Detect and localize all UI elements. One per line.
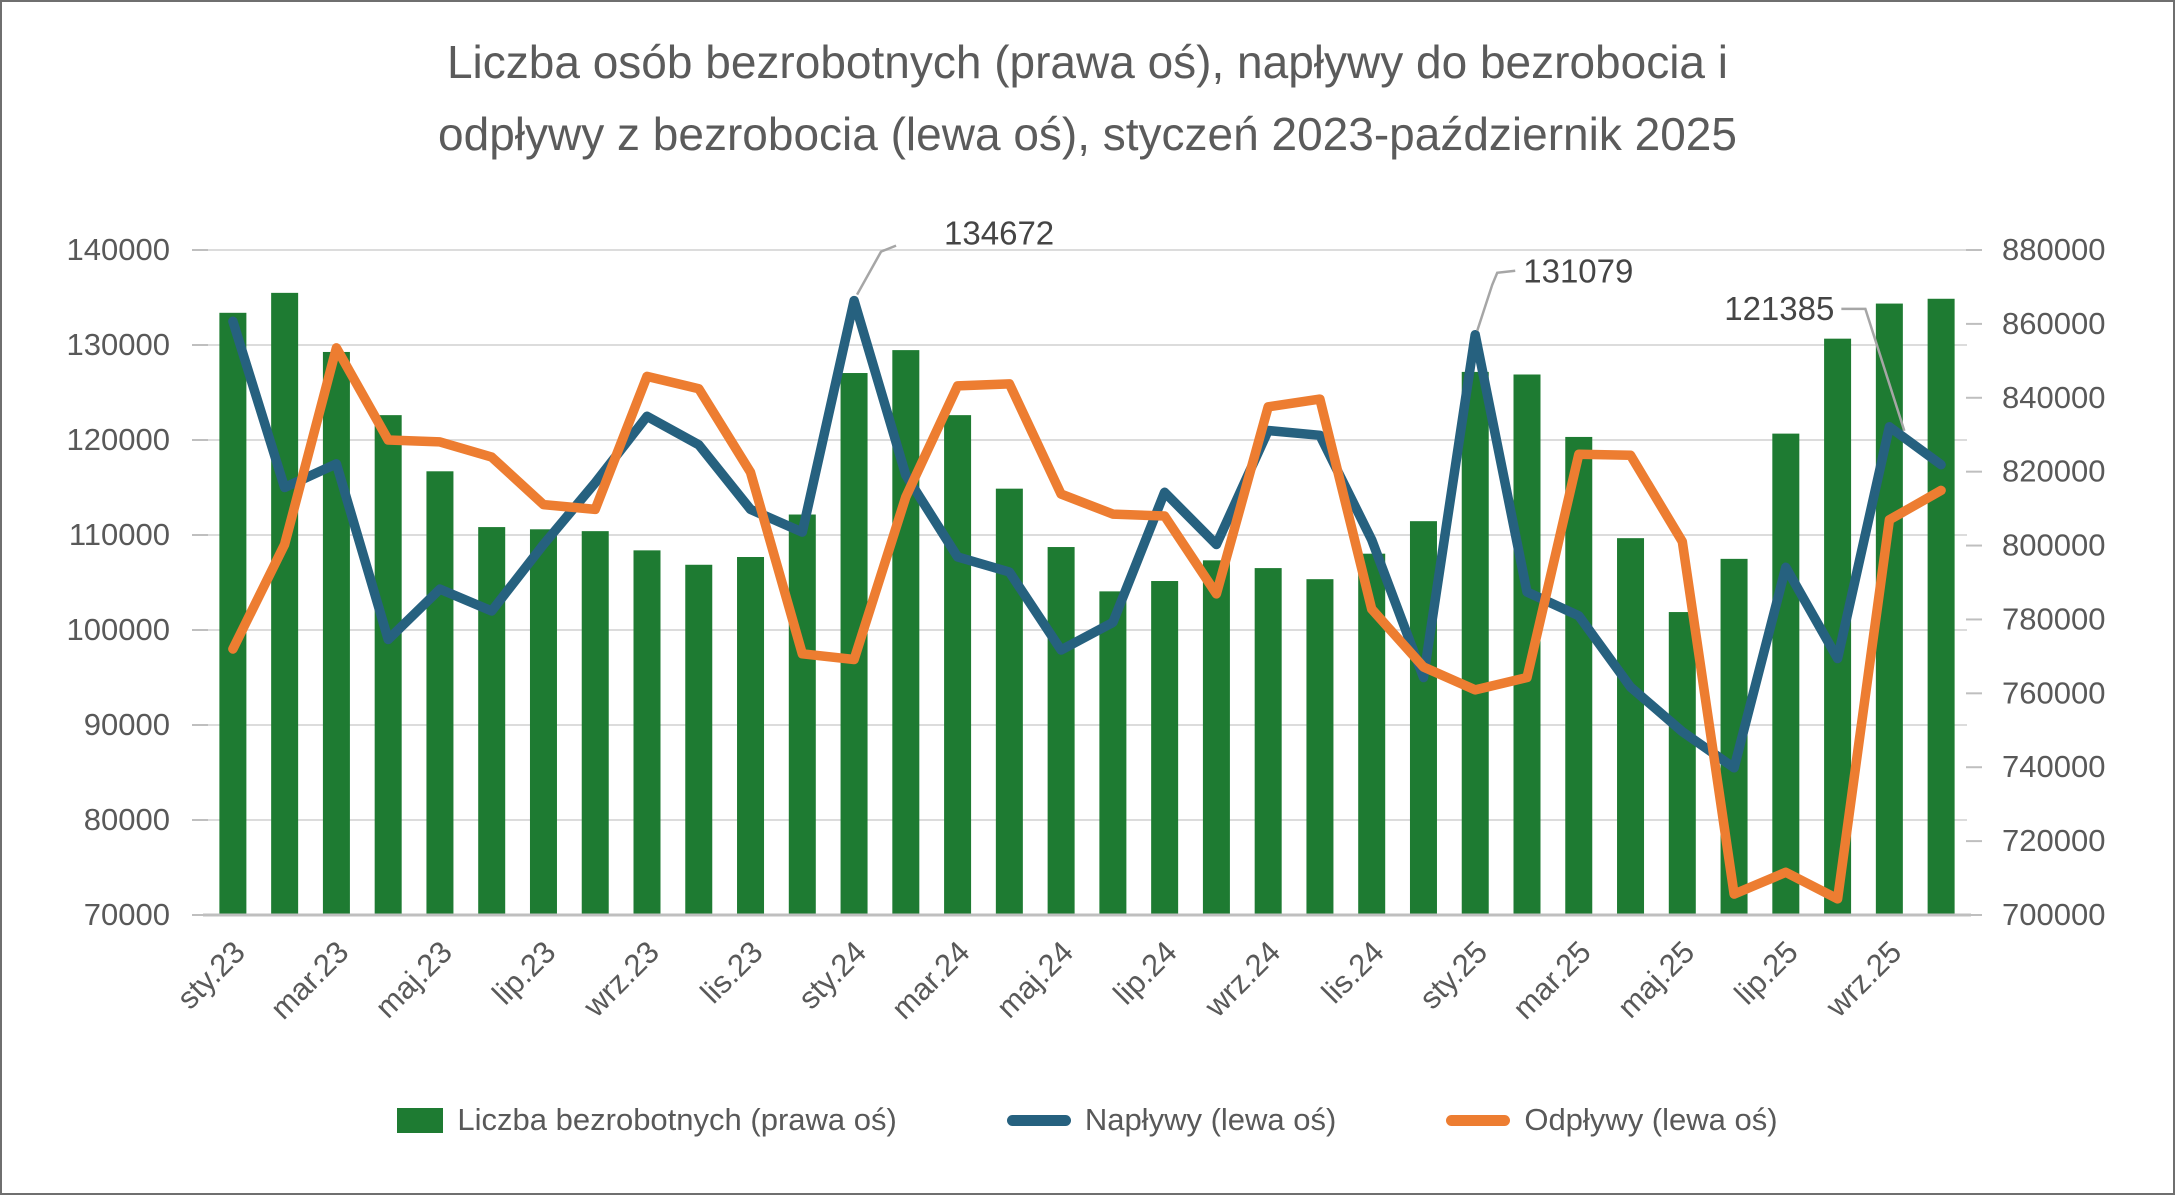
bar-paź.24 [1306, 579, 1334, 915]
right-axis-label: 880000 [2002, 232, 2105, 267]
line-swatch-icon [1006, 1114, 1071, 1126]
bar-paź.23 [685, 564, 713, 915]
legend-label: Liczba bezrobotnych (prawa oś) [457, 1102, 897, 1137]
legend-item-bezrobotni: Liczba bezrobotnych (prawa oś) [397, 1102, 897, 1138]
legend-item-odplywy: Odpływy (lewa oś) [1446, 1102, 1778, 1138]
right-axis-label: 820000 [2002, 454, 2105, 489]
annotation-leader-line [1476, 269, 1516, 332]
bar-lip.24 [1151, 581, 1179, 915]
bar-sty.23 [219, 312, 247, 915]
x-axis-label: maj.24 [990, 934, 1081, 1025]
bar-lis.23 [737, 557, 765, 915]
annotation-leader-line [855, 244, 897, 296]
bar-maj.24 [1047, 547, 1075, 915]
bar-mar.23 [322, 351, 350, 915]
left-axis-label: 120000 [67, 422, 170, 457]
bar-wrz.24 [1254, 568, 1282, 915]
legend-label: Napływy (lewa oś) [1084, 1102, 1337, 1137]
x-axis-label: sty.23 [170, 934, 252, 1016]
annotation-134672: 134672 [944, 215, 1054, 252]
bar-kwi.24 [995, 488, 1023, 915]
right-axis-label: 780000 [2002, 601, 2105, 636]
left-axis-label: 130000 [67, 327, 170, 362]
x-axis-label: lip.25 [1728, 934, 1805, 1011]
left-axis-label: 90000 [84, 707, 170, 742]
line-Napływy (lewa oś) [228, 295, 1946, 773]
bar-cze.24 [1099, 591, 1127, 915]
x-axis-label: sty.25 [1413, 934, 1495, 1016]
right-axis-label: 700000 [2002, 897, 2105, 932]
x-axis-label: lip.24 [1106, 934, 1183, 1011]
annotation-leader-line [1841, 307, 1906, 432]
annotation-121385: 121385 [1724, 290, 1834, 327]
x-axis-label: wrz.23 [576, 934, 666, 1024]
bar-paź.25 [1927, 298, 1955, 915]
x-axis-label: mar.23 [264, 934, 356, 1026]
x-axis-label: lis.24 [1315, 934, 1391, 1010]
right-axis-label: 800000 [2002, 528, 2105, 563]
bar-mar.24 [944, 415, 972, 915]
bar-mar.25 [1565, 436, 1593, 915]
left-axis-label: 100000 [67, 612, 170, 647]
left-axis-label: 110000 [69, 517, 170, 552]
bar-lip.23 [529, 529, 557, 915]
x-axis-label: lis.23 [694, 934, 770, 1010]
right-axis-label: 840000 [2002, 380, 2105, 415]
right-axis-label: 860000 [2002, 306, 2105, 341]
x-axis-label: maj.25 [1611, 934, 1702, 1025]
annotation-131079: 131079 [1523, 253, 1633, 290]
right-axis-label: 740000 [2002, 749, 2105, 784]
bar-cze.23 [478, 527, 506, 915]
bar-sie.23 [581, 531, 609, 915]
x-axis-label: mar.25 [1506, 934, 1598, 1026]
chart-title: Liczba osób bezrobotnych (prawa oś), nap… [2, 26, 2173, 170]
x-axis-label: lip.23 [485, 934, 562, 1011]
line-swatch-icon [1446, 1114, 1511, 1126]
bar-kwi.25 [1617, 538, 1645, 915]
x-axis-label: mar.24 [885, 934, 977, 1026]
bar-maj.25 [1668, 612, 1696, 915]
left-axis-label: 70000 [84, 897, 170, 932]
bar-sty.25 [1461, 371, 1489, 916]
bar-kwi.23 [374, 415, 402, 915]
right-axis-label: 760000 [2002, 675, 2105, 710]
bar-lip.25 [1772, 433, 1800, 915]
bar-gru.23 [788, 514, 816, 915]
chart-title-line2: odpływy z bezrobocia (lewa oś), styczeń … [438, 108, 1737, 160]
left-axis-label: 140000 [67, 232, 170, 267]
x-axis-label: wrz.25 [1818, 934, 1908, 1024]
right-axis-label: 720000 [2002, 823, 2105, 858]
bar-wrz.23 [633, 550, 661, 915]
legend-item-naplywy: Napływy (lewa oś) [1006, 1102, 1337, 1138]
legend: Liczba bezrobotnych (prawa oś) Napływy (… [2, 1090, 2173, 1150]
bar-maj.23 [426, 471, 454, 915]
x-axis-label: wrz.24 [1197, 934, 1287, 1024]
legend-label: Odpływy (lewa oś) [1524, 1102, 1778, 1137]
bar-sie.24 [1202, 560, 1230, 915]
bar-lut.23 [271, 292, 299, 915]
bar-gru.24 [1409, 521, 1437, 915]
left-axis-label: 80000 [84, 802, 170, 837]
x-axis-label: sty.24 [791, 934, 873, 1016]
bar-swatch-icon [397, 1107, 444, 1133]
chart-title-line1: Liczba osób bezrobotnych (prawa oś), nap… [446, 36, 1729, 88]
x-axis-label: maj.23 [368, 934, 459, 1025]
line-Odpływy (lewa oś) [228, 343, 1946, 904]
